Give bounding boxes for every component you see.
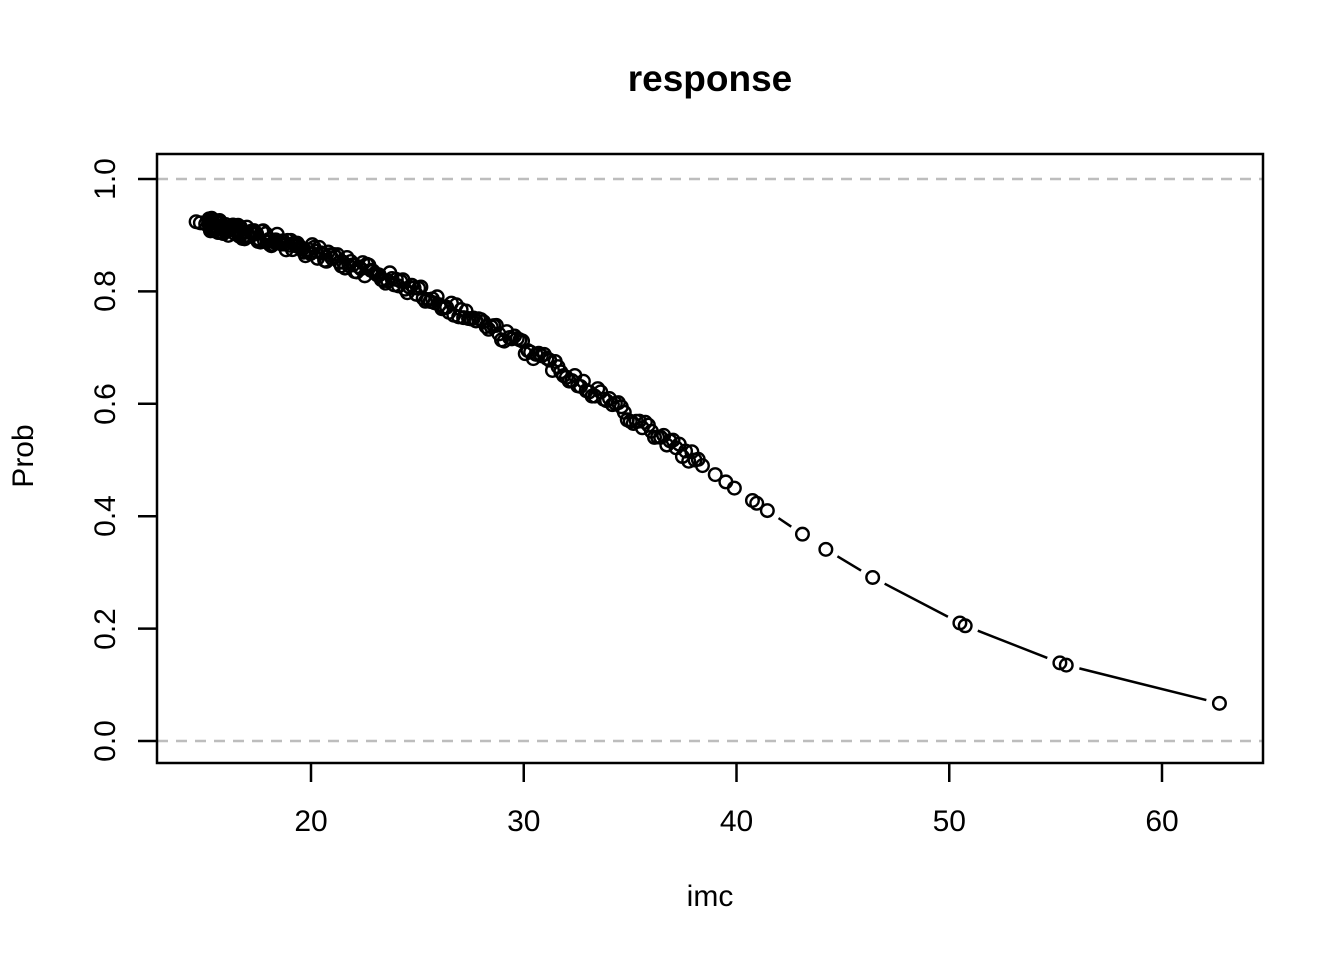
data-point <box>504 331 520 347</box>
data-point <box>726 480 742 496</box>
data-point <box>957 618 973 634</box>
data-point <box>865 569 881 585</box>
connector-segment <box>977 629 1048 660</box>
y-tick-label: 0.8 <box>89 270 122 313</box>
data-point <box>1058 657 1074 673</box>
x-tick-label: 50 <box>932 805 966 838</box>
y-tick-label: 0.4 <box>89 495 122 538</box>
data-point <box>478 319 494 335</box>
data-points <box>188 210 1227 711</box>
chart-title: response <box>627 58 793 99</box>
y-axis-label-text: Prob <box>7 424 40 488</box>
y-tick-label: 0.2 <box>89 607 122 650</box>
data-point <box>759 503 775 519</box>
data-point <box>794 526 810 542</box>
y-tick-label: 0.0 <box>89 720 122 762</box>
connector-segment <box>884 582 949 618</box>
data-point <box>818 541 834 557</box>
data-point <box>622 413 638 429</box>
x-tick-label: 40 <box>719 805 754 838</box>
x-tick-label: 30 <box>507 805 541 838</box>
data-point <box>1052 655 1068 671</box>
data-point <box>694 458 710 474</box>
data-point <box>707 467 723 483</box>
connector-segment <box>777 517 792 528</box>
axis-ticks <box>138 177 1164 782</box>
data-point <box>1211 695 1227 711</box>
data-point <box>749 495 765 511</box>
data-point <box>678 443 694 459</box>
connector-segment <box>1079 667 1207 702</box>
connector-segment <box>836 555 862 572</box>
y-tick-label: 1.0 <box>89 158 122 200</box>
plot-box <box>155 152 1265 765</box>
reference-lines <box>157 177 1263 743</box>
connector-lines <box>777 517 1207 702</box>
y-tick-label: 0.6 <box>89 382 122 425</box>
x-tick-label: 20 <box>294 805 328 838</box>
x-tick-label: 60 <box>1145 805 1179 838</box>
x-axis-label: imc <box>686 880 734 913</box>
data-point <box>681 453 697 469</box>
